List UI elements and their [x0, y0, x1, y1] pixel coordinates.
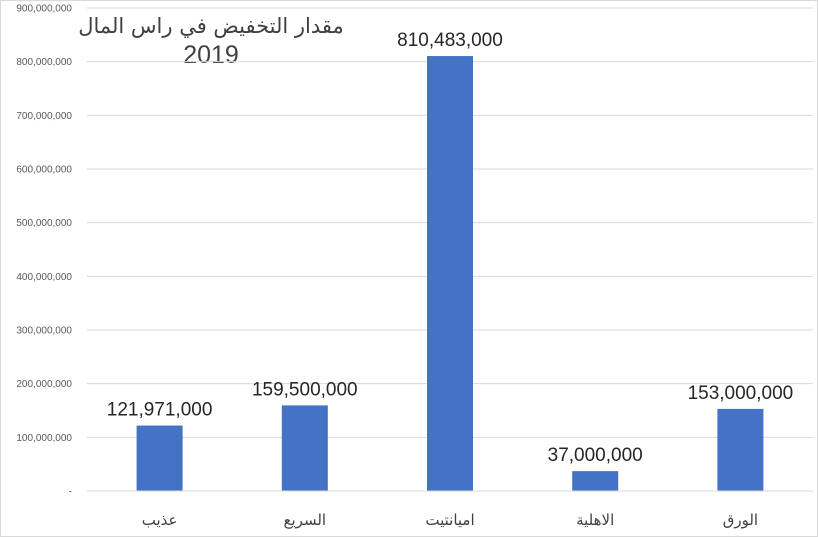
data-label: 153,000,000 — [688, 383, 794, 404]
bar — [281, 405, 328, 491]
bar — [572, 471, 619, 491]
y-tick-label: 700,000,000 — [16, 111, 72, 122]
bar — [427, 56, 473, 491]
bar — [136, 425, 183, 491]
bars — [136, 56, 764, 491]
data-label: 121,971,000 — [107, 400, 213, 421]
data-label: 810,483,000 — [397, 30, 503, 51]
y-tick-label: 900,000,000 — [16, 4, 72, 15]
y-tick-label: 100,000,000 — [16, 433, 72, 444]
data-label: 159,500,000 — [252, 379, 358, 400]
y-tick-label: 600,000,000 — [16, 165, 72, 176]
y-tick-label: 200,000,000 — [16, 379, 72, 390]
bar — [717, 408, 764, 491]
chart-title-text: مقدار التخفيض في راس المال — [78, 14, 344, 38]
x-axis-categories: عذيب السريع اميانتيت الاهلية الورق — [142, 511, 758, 529]
x-category-label: الاهلية — [576, 511, 614, 529]
y-tick-label: - — [69, 487, 72, 498]
y-axis-ticks: - 100,000,000 200,000,000 300,000,000 400,00… — [16, 4, 72, 498]
x-category-label: عذيب — [142, 511, 178, 529]
data-labels: 121,971,000 159,500,000 810,483,000 37,000,… — [107, 30, 793, 466]
y-tick-label: 300,000,000 — [16, 326, 72, 337]
data-label: 37,000,000 — [548, 445, 643, 466]
y-tick-label: 800,000,000 — [16, 57, 72, 68]
chart-subtitle: 2019 — [183, 41, 239, 69]
x-category-label: السريع — [284, 511, 327, 529]
chart-title: مقدار التخفيض في راس المال 2019 — [71, 13, 351, 71]
y-tick-label: 500,000,000 — [16, 218, 72, 229]
y-tick-label: 400,000,000 — [16, 272, 72, 283]
x-category-label: اميانتيت — [425, 511, 474, 529]
x-category-label: الورق — [723, 511, 758, 529]
